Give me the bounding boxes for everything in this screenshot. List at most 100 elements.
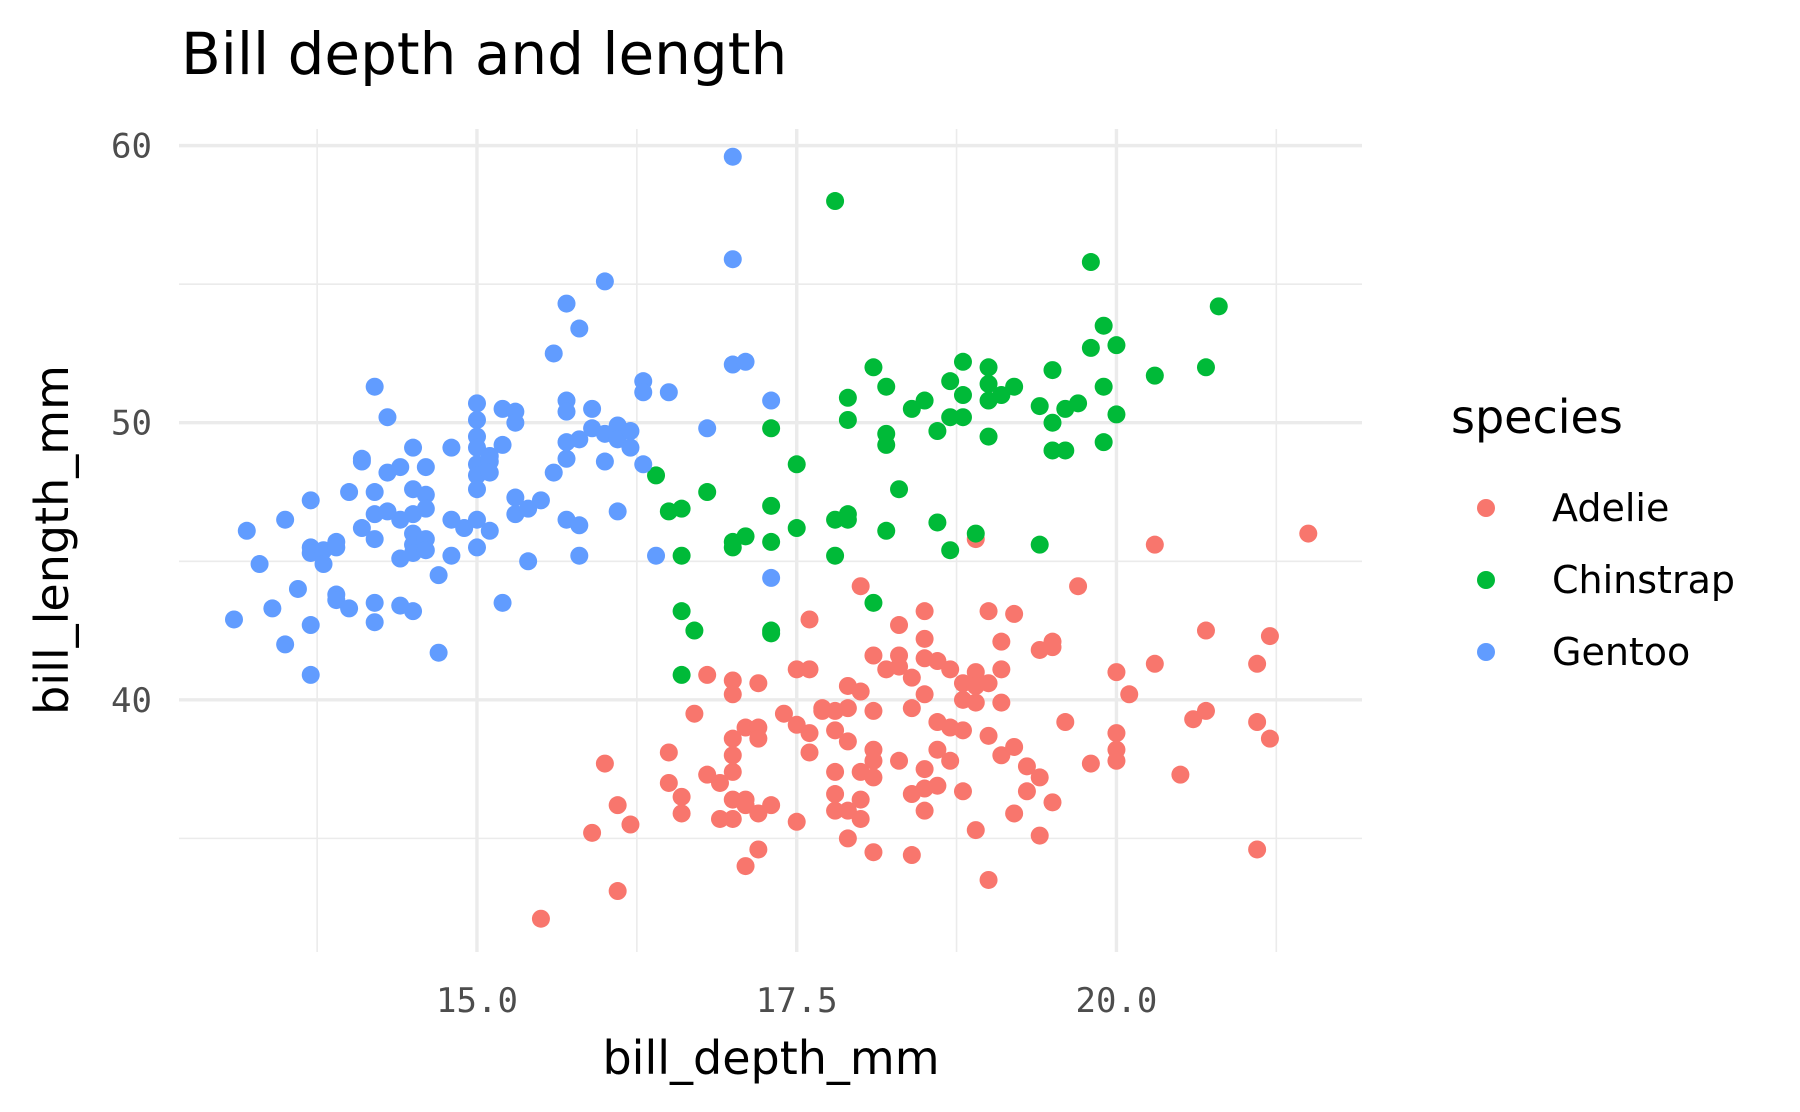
data-point-chinstrap: [941, 372, 960, 391]
chart-title: Bill depth and length: [181, 20, 787, 88]
data-point-adelie: [749, 674, 768, 693]
data-point-adelie: [864, 768, 883, 787]
legend-item-gentoo: Gentoo: [1477, 630, 1690, 674]
data-point-chinstrap: [941, 408, 960, 427]
data-point-adelie: [992, 693, 1011, 712]
data-point-adelie: [749, 729, 768, 748]
data-point-adelie: [659, 743, 678, 762]
data-point-adelie: [826, 721, 845, 740]
y-tick-label: 50: [111, 404, 152, 444]
data-point-adelie: [992, 746, 1011, 765]
data-point-adelie: [1107, 663, 1126, 682]
y-tick-label: 40: [111, 681, 152, 721]
data-point-gentoo: [519, 552, 538, 571]
data-point-adelie: [890, 751, 909, 770]
data-point-adelie: [685, 704, 704, 723]
data-point-adelie: [992, 632, 1011, 651]
data-point-adelie: [698, 665, 717, 684]
data-point-gentoo: [531, 491, 550, 510]
data-point-gentoo: [570, 516, 589, 535]
data-point-adelie: [941, 660, 960, 679]
data-point-chinstrap: [672, 602, 691, 621]
data-point-adelie: [1017, 782, 1036, 801]
data-point-gentoo: [544, 344, 563, 363]
data-point-adelie: [749, 804, 768, 823]
x-tick-label: 20.0: [1076, 981, 1158, 1021]
data-point-gentoo: [570, 319, 589, 338]
data-point-gentoo: [723, 147, 742, 166]
data-point-gentoo: [557, 402, 576, 421]
data-point-gentoo: [467, 410, 486, 429]
data-point-adelie: [1184, 710, 1203, 729]
data-point-chinstrap: [838, 510, 857, 529]
data-point-adelie: [621, 815, 640, 834]
data-point-adelie: [864, 646, 883, 665]
data-point-adelie: [979, 726, 998, 745]
data-point-adelie: [902, 668, 921, 687]
x-tick-label: 15.0: [436, 981, 518, 1021]
data-point-chinstrap: [1094, 316, 1113, 335]
data-point-adelie: [1145, 535, 1164, 554]
data-point-chinstrap: [826, 546, 845, 565]
data-point-gentoo: [340, 599, 359, 618]
data-point-chinstrap: [953, 352, 972, 371]
data-point-chinstrap: [762, 496, 781, 515]
legend-label: Adelie: [1552, 486, 1669, 530]
data-point-adelie: [800, 743, 819, 762]
data-point-adelie: [659, 773, 678, 792]
data-point-gentoo: [301, 491, 320, 510]
data-point-gentoo: [634, 455, 653, 474]
data-point-adelie: [1248, 713, 1267, 732]
data-point-adelie: [902, 846, 921, 865]
data-point-adelie: [851, 790, 870, 809]
data-point-adelie: [787, 812, 806, 831]
data-point-adelie: [1107, 724, 1126, 743]
data-point-adelie: [787, 660, 806, 679]
data-point-chinstrap: [915, 391, 934, 410]
data-point-adelie: [864, 751, 883, 770]
x-tick-label: 17.5: [756, 981, 838, 1021]
data-point-adelie: [723, 762, 742, 781]
data-point-gentoo: [467, 538, 486, 557]
data-point-adelie: [736, 857, 755, 876]
data-point-gentoo: [570, 430, 589, 449]
data-point-adelie: [826, 762, 845, 781]
data-point-gentoo: [506, 488, 525, 507]
data-point-gentoo: [467, 394, 486, 413]
data-point-gentoo: [365, 530, 384, 549]
data-point-gentoo: [698, 419, 717, 438]
data-points: [224, 147, 1318, 928]
data-point-adelie: [1260, 729, 1279, 748]
data-point-adelie: [826, 801, 845, 820]
data-point-adelie: [966, 663, 985, 682]
grid-lines: [179, 129, 1362, 952]
data-point-gentoo: [442, 546, 461, 565]
data-point-gentoo: [723, 250, 742, 269]
data-point-gentoo: [762, 568, 781, 587]
data-point-chinstrap: [1043, 361, 1062, 380]
data-point-adelie: [1107, 751, 1126, 770]
data-point-gentoo: [276, 510, 295, 529]
data-point-adelie: [595, 754, 614, 773]
data-point-gentoo: [634, 383, 653, 402]
data-point-adelie: [928, 652, 947, 671]
data-point-gentoo: [608, 502, 627, 521]
data-point-chinstrap: [762, 419, 781, 438]
data-point-adelie: [941, 751, 960, 770]
data-point-gentoo: [301, 616, 320, 635]
data-point-adelie: [1030, 826, 1049, 845]
data-point-adelie: [864, 843, 883, 862]
data-point-chinstrap: [762, 624, 781, 643]
data-point-gentoo: [378, 502, 397, 521]
data-point-gentoo: [276, 635, 295, 654]
data-point-gentoo: [583, 399, 602, 418]
data-point-chinstrap: [826, 192, 845, 211]
data-point-adelie: [953, 782, 972, 801]
data-point-gentoo: [429, 643, 448, 662]
data-point-gentoo: [416, 485, 435, 504]
data-point-adelie: [890, 616, 909, 635]
data-point-gentoo: [762, 391, 781, 410]
data-point-gentoo: [378, 408, 397, 427]
data-point-gentoo: [557, 449, 576, 468]
data-point-adelie: [838, 732, 857, 751]
